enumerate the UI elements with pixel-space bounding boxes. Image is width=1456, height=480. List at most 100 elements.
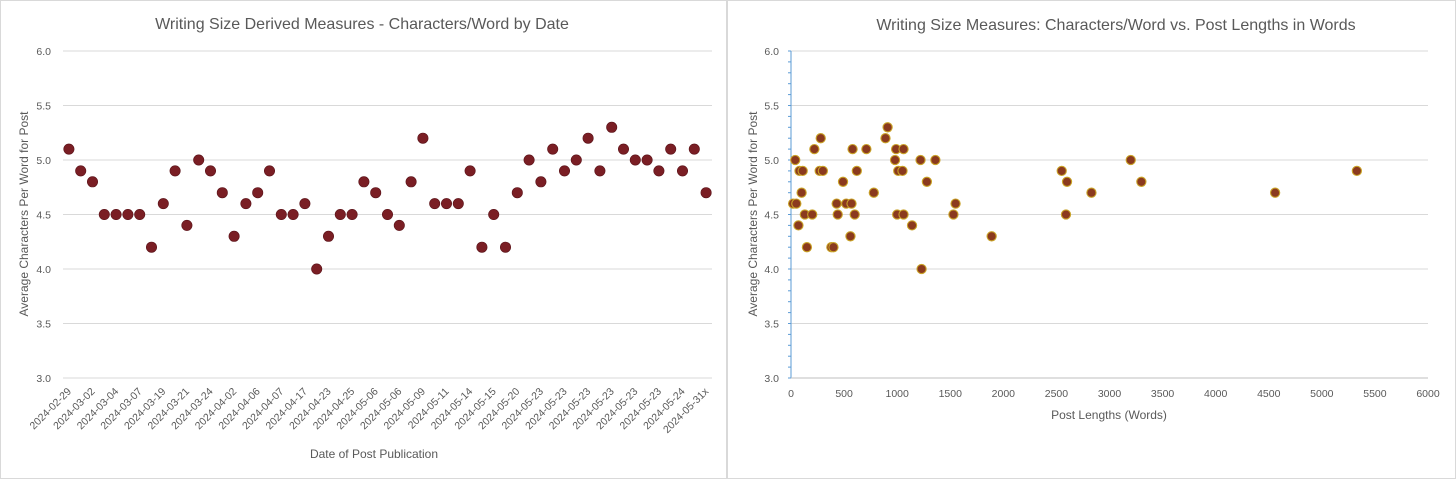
right-chart-panel: Writing Size Measures: Characters/Word v… — [727, 0, 1456, 479]
left-data-point — [417, 132, 429, 144]
right-data-point — [906, 220, 918, 231]
left-data-point — [122, 209, 134, 221]
right-data-point — [807, 209, 818, 220]
right-data-point — [950, 198, 961, 209]
right-data-point — [1269, 187, 1281, 198]
right-data-point — [846, 198, 857, 209]
left-data-point — [205, 165, 217, 177]
left-data-point — [688, 143, 700, 155]
left-y-tick-label: 3.0 — [36, 373, 51, 385]
left-data-point — [311, 263, 323, 275]
right-x-tick-label: 4500 — [1257, 388, 1281, 400]
left-x-axis-title: Date of Post Publication — [310, 447, 438, 461]
left-data-point — [157, 198, 169, 210]
right-x-tick-label: 2500 — [1045, 388, 1069, 400]
right-data-point — [796, 187, 807, 198]
left-data-point — [523, 154, 535, 166]
right-data-point — [880, 133, 891, 144]
right-x-tick-label: 1500 — [939, 388, 963, 400]
left-data-point — [322, 230, 334, 242]
right-x-tick-label: 3000 — [1098, 388, 1122, 400]
right-data-point — [1056, 165, 1067, 177]
right-y-axis-title: Average Characters Per Word for Post — [746, 111, 760, 317]
left-data-point — [429, 198, 441, 210]
left-data-point — [169, 165, 181, 177]
right-y-tick-label: 4.5 — [764, 210, 779, 222]
right-data-point — [1351, 165, 1363, 177]
right-data-point — [849, 209, 860, 220]
right-x-tick-label: 1000 — [885, 388, 909, 400]
left-chart-panel: Writing Size Derived Measures - Characte… — [0, 0, 727, 479]
right-data-point — [915, 154, 926, 166]
left-data-point — [511, 187, 523, 199]
right-y-tick-label: 4.0 — [764, 264, 779, 276]
left-data-point — [146, 241, 158, 253]
right-data-point — [828, 242, 839, 253]
right-data-point — [791, 198, 802, 209]
left-data-point — [63, 143, 75, 155]
left-data-point — [499, 241, 511, 253]
left-data-point — [617, 143, 629, 155]
right-data-point — [897, 165, 908, 177]
right-data-point — [801, 242, 813, 253]
left-data-point — [476, 241, 488, 253]
left-data-point — [653, 165, 665, 177]
left-chart-title: Writing Size Derived Measures - Characte… — [155, 16, 569, 33]
right-x-tick-label: 5000 — [1310, 388, 1334, 400]
left-data-point — [98, 209, 110, 221]
right-data-point — [1125, 154, 1136, 166]
left-data-point — [547, 143, 559, 155]
right-data-point — [1136, 176, 1147, 187]
left-data-point — [75, 165, 87, 177]
right-data-point — [790, 154, 801, 166]
left-data-point — [570, 154, 582, 166]
right-data-point — [1061, 176, 1073, 187]
left-data-point — [665, 143, 677, 155]
right-data-point — [817, 165, 828, 177]
left-data-point — [370, 187, 382, 199]
left-data-point — [287, 209, 299, 221]
left-data-point — [464, 165, 476, 177]
right-data-point — [921, 176, 933, 187]
right-data-point — [930, 154, 941, 166]
left-y-tick-label: 5.0 — [36, 155, 51, 167]
left-data-point — [535, 176, 547, 188]
left-data-point — [358, 176, 370, 188]
left-data-point — [700, 187, 712, 199]
right-y-tick-label: 3.0 — [764, 373, 779, 385]
right-y-tick-label: 3.5 — [764, 319, 779, 331]
left-data-point — [606, 121, 618, 133]
left-data-point — [488, 209, 500, 221]
right-x-tick-label: 6000 — [1416, 388, 1440, 400]
left-y-tick-label: 6.0 — [36, 46, 51, 58]
right-y-tick-label: 5.5 — [764, 101, 779, 113]
right-x-tick-label: 5500 — [1363, 388, 1387, 400]
right-data-point — [889, 154, 901, 166]
left-data-point — [381, 209, 393, 221]
right-data-point — [845, 231, 856, 242]
left-y-tick-label: 3.5 — [36, 319, 51, 331]
right-data-point — [793, 220, 804, 231]
left-data-point — [558, 165, 570, 177]
left-data-point — [629, 154, 641, 166]
left-data-point — [641, 154, 653, 166]
right-x-axis-title: Post Lengths (Words) — [1051, 408, 1167, 422]
left-data-point — [110, 209, 122, 221]
right-x-tick-label: 3500 — [1151, 388, 1175, 400]
left-data-point — [405, 176, 417, 188]
left-data-point — [676, 165, 688, 177]
left-data-point — [299, 198, 311, 210]
left-y-tick-label: 4.5 — [36, 210, 51, 222]
left-chart-svg: Writing Size Derived Measures - Characte… — [17, 16, 712, 461]
right-data-point — [948, 209, 959, 220]
left-data-point — [216, 187, 228, 199]
right-data-point — [837, 176, 849, 187]
left-data-point — [181, 219, 193, 231]
right-x-tick-label: 0 — [788, 388, 794, 400]
left-data-point — [228, 230, 240, 242]
left-data-point — [393, 219, 405, 231]
right-y-tick-label: 6.0 — [764, 46, 779, 58]
right-data-point — [986, 231, 997, 242]
left-data-point — [334, 209, 346, 221]
